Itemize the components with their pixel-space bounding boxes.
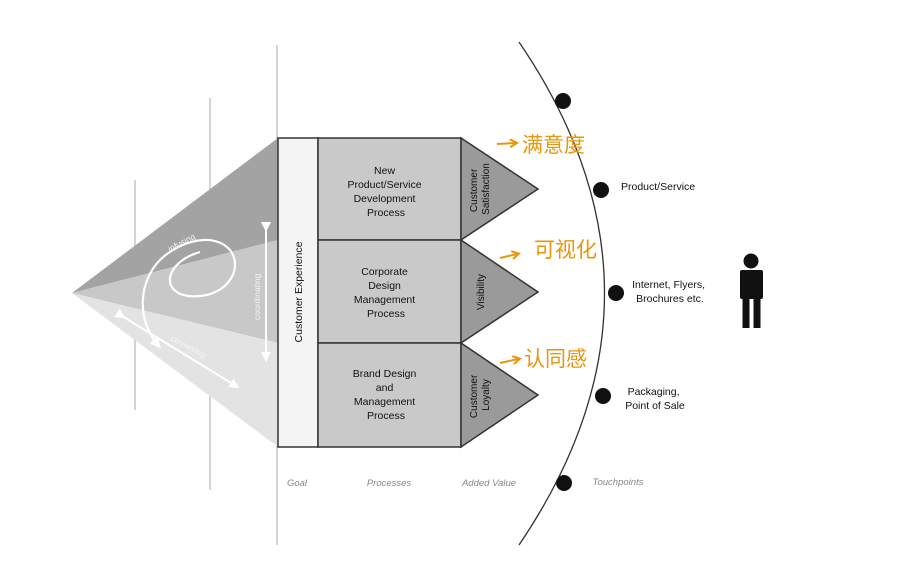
added-value-arrow: [460, 136, 540, 242]
added-value-arrow: [460, 341, 540, 449]
touchpoint-label: Product/Service: [621, 181, 695, 193]
axis-label-touchpoints: Touchpoints: [593, 477, 644, 488]
touchpoint-label: Internet, Flyers, Brochures etc.: [632, 279, 708, 305]
touchpoint-arc: [518, 41, 606, 546]
annotation-text: 满意度: [522, 133, 585, 157]
touchpoint-dot: [608, 285, 624, 301]
added-value-label: Visibility: [476, 274, 487, 310]
touchpoint-dot: [556, 475, 572, 491]
funnel-top-wedge: [72, 138, 278, 293]
conveying-arrow: [114, 308, 240, 389]
annotation-arrow: [496, 138, 520, 149]
axis-label-processes: Processes: [367, 478, 412, 489]
process-box: [317, 342, 462, 448]
touchpoint-dot: [593, 182, 609, 198]
process-label: Brand Design and Management Process: [353, 368, 420, 422]
touchpoint-dot: [595, 388, 611, 404]
person-icon: [740, 253, 763, 328]
customer-experience-label: Customer Experience: [293, 241, 305, 342]
axis-label-added-value: Added Value: [461, 478, 516, 489]
added-value-arrow: [460, 238, 540, 345]
process-label: New Product/Service Development Process: [347, 165, 424, 219]
annotation-arrow: [499, 250, 521, 260]
process-label: Corporate Design Management Process: [354, 266, 418, 320]
infusing-arrow: [141, 238, 237, 349]
added-value-label: Customer Loyalty: [469, 372, 492, 418]
touchpoint-label: Packaging, Point of Sale: [625, 386, 685, 412]
added-value-label: Customer Satisfaction: [469, 163, 492, 215]
coordinating-label: coordinating: [252, 273, 262, 320]
axis-label-goal: Goal: [287, 478, 308, 489]
annotation-arrow: [499, 355, 522, 365]
touchpoint-dot: [555, 93, 571, 109]
process-box: [317, 239, 462, 344]
annotation-text: 可视化: [534, 238, 597, 262]
annotation-text: 认同感: [524, 347, 587, 371]
